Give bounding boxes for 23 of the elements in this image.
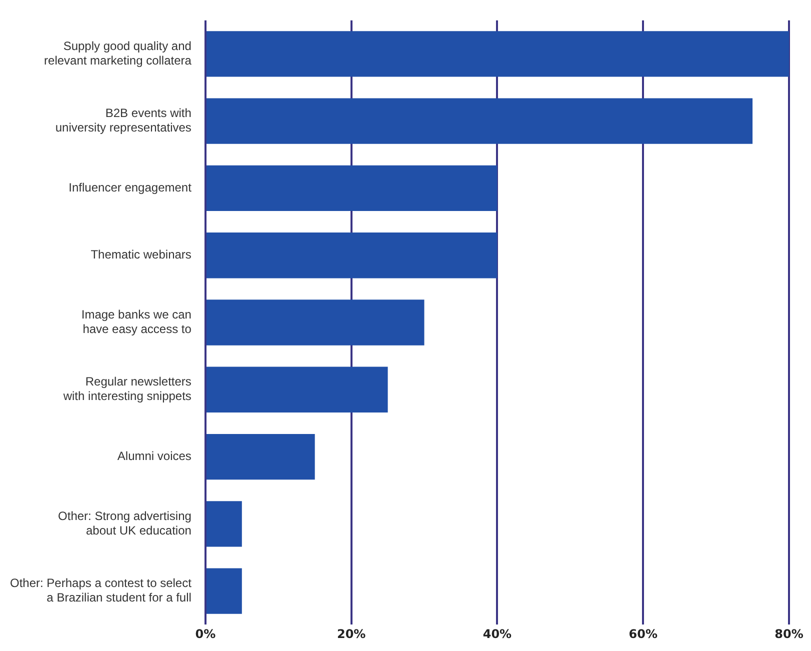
bar xyxy=(206,501,242,547)
y-tick-label: B2B events with university representatives xyxy=(55,106,192,135)
x-tick-label: 60% xyxy=(628,626,658,641)
bar xyxy=(206,568,242,614)
y-tick-label: Image banks we can have easy access to xyxy=(81,308,192,336)
bar xyxy=(206,366,388,412)
y-tick-label: Other: Perhaps a contest to select a Brazilian student for a full xyxy=(10,576,192,605)
y-tick-label: Supply good quality and relevant marketing collatera xyxy=(44,39,192,68)
bar xyxy=(206,98,753,144)
y-tick-label: Other: Strong advertising about UK education xyxy=(58,509,192,538)
y-tick-label: Thematic webinars xyxy=(90,248,192,262)
bar xyxy=(206,434,315,480)
x-tick-label: 80% xyxy=(774,626,804,641)
x-tick-label: 20% xyxy=(336,626,366,641)
bar xyxy=(206,31,789,77)
x-tick-label: 0% xyxy=(195,626,216,641)
bar xyxy=(206,232,498,278)
y-tick-label: Influencer engagement xyxy=(68,180,192,195)
bar xyxy=(206,300,424,346)
y-tick-label: Alumni voices xyxy=(117,449,192,464)
y-tick-label: Regular newsletters with interesting snippets xyxy=(62,374,192,404)
bar xyxy=(206,165,498,212)
x-tick-label: 40% xyxy=(482,626,512,641)
